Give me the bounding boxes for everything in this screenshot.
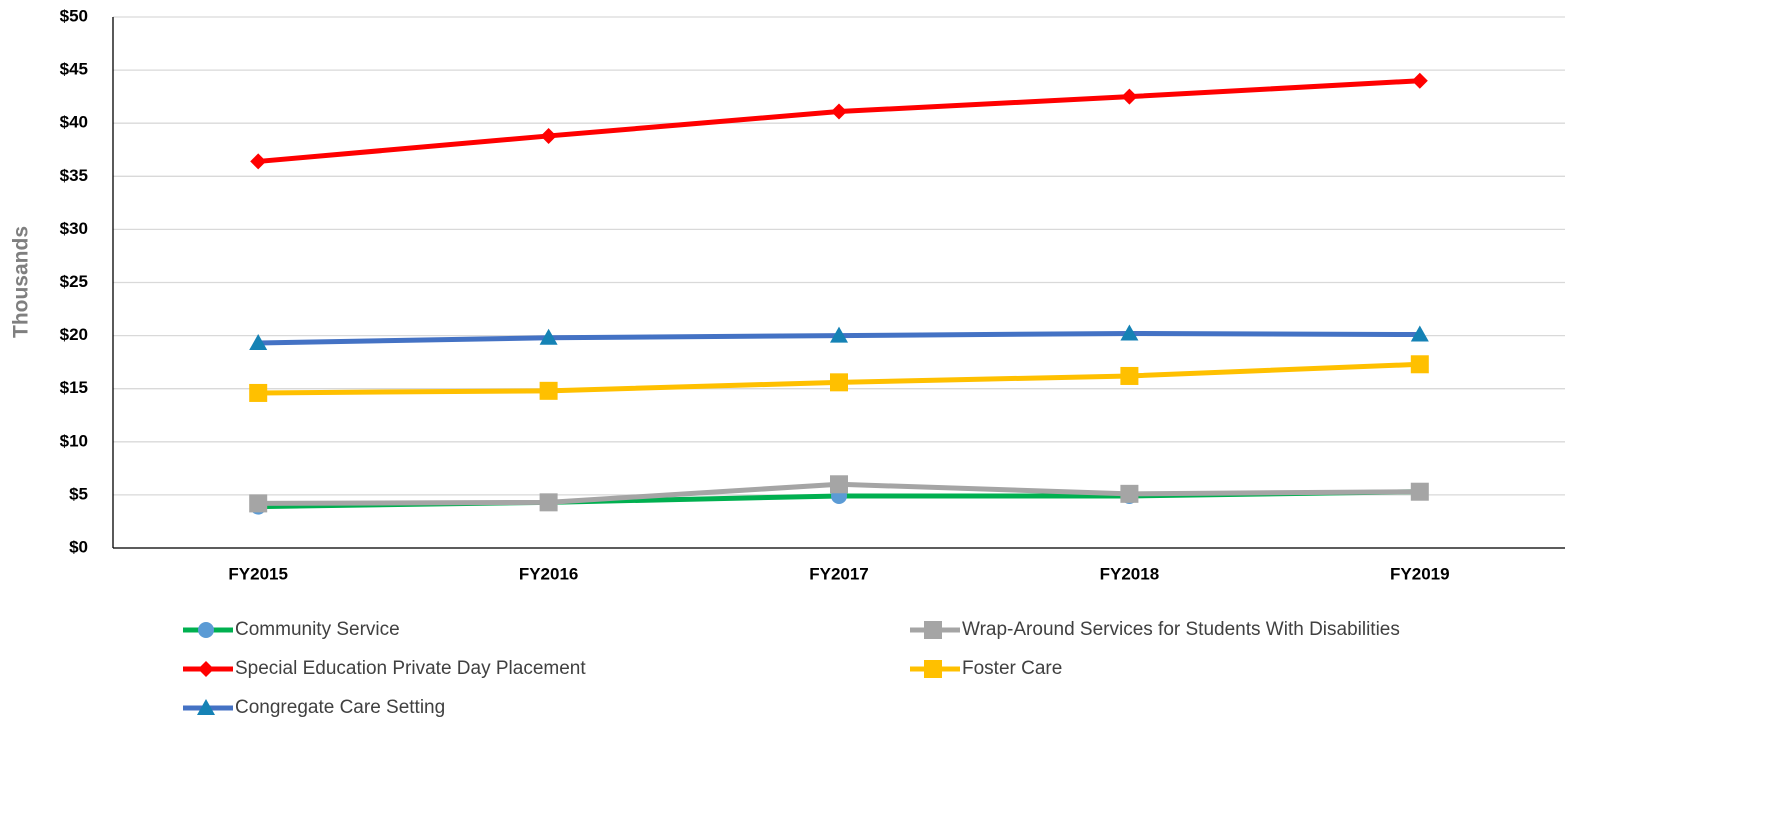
x-tick-label: FY2019 (1390, 564, 1450, 583)
data-point (539, 328, 558, 345)
legend-marker (924, 660, 942, 678)
data-point (249, 494, 268, 513)
data-point (249, 383, 268, 402)
data-point (1410, 482, 1429, 501)
y-tick-label: $5 (69, 484, 88, 503)
legend-label: Congregate Care Setting (235, 697, 445, 718)
data-point (249, 334, 268, 351)
data-point (1410, 355, 1429, 374)
data-point (1121, 88, 1138, 105)
data-point (539, 493, 558, 512)
legend-marker (197, 699, 215, 715)
data-point (250, 153, 267, 170)
data-point (831, 103, 847, 120)
y-tick-label: $20 (60, 325, 88, 344)
y-tick-label: $50 (60, 6, 88, 25)
y-tick-label: $15 (60, 378, 88, 397)
series-line (257, 78, 1420, 164)
legend-label: Special Education Private Day Placement (235, 658, 586, 679)
legend-label: Foster Care (962, 658, 1062, 679)
data-point (830, 326, 848, 343)
data-point (539, 381, 558, 400)
y-axis-label: Thousands (10, 226, 33, 338)
data-point (1411, 72, 1428, 89)
data-point (1410, 325, 1429, 342)
x-tick-label: FY2016 (519, 564, 579, 583)
data-point (540, 127, 557, 144)
legend-label: Community Service (235, 619, 400, 640)
legend-marker (198, 622, 214, 638)
data-point (1120, 324, 1139, 341)
legend-marker (924, 621, 942, 639)
legend-marker (198, 661, 214, 677)
x-tick-label: FY2018 (1100, 564, 1160, 583)
data-point (1120, 484, 1139, 503)
x-tick-label: FY2017 (809, 564, 869, 583)
y-tick-label: $35 (60, 166, 88, 185)
y-tick-label: $45 (60, 60, 88, 79)
y-tick-label: $30 (60, 219, 88, 238)
y-tick-label: $25 (60, 272, 88, 291)
y-tick-label: $10 (60, 431, 88, 450)
data-point (830, 373, 848, 392)
y-tick-label: $0 (69, 537, 88, 556)
legend-label: Wrap-Around Services for Students With D… (962, 619, 1400, 640)
x-tick-label: FY2015 (228, 564, 288, 583)
data-point (1120, 366, 1139, 385)
data-point (830, 475, 848, 494)
y-tick-label: $40 (60, 113, 88, 132)
